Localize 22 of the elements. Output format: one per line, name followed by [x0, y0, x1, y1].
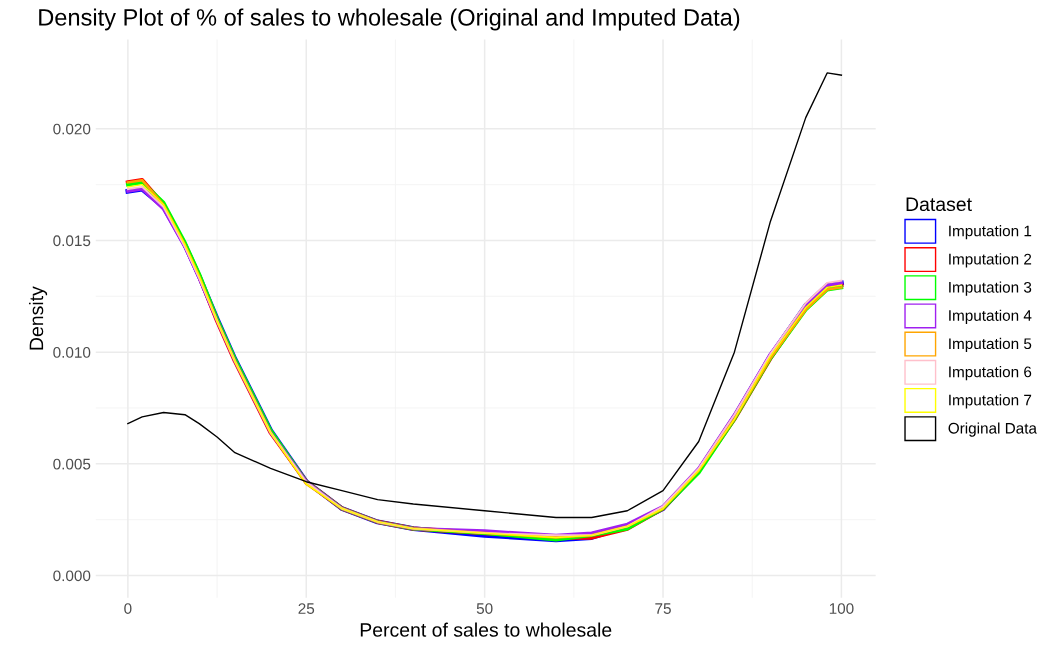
y-tick-label: 0.015 — [53, 235, 91, 247]
legend-label: Imputation 6 — [949, 366, 1032, 381]
legend-label: Imputation 1 — [949, 225, 1032, 240]
x-tick-label: 50 — [476, 603, 493, 614]
y-axis-title: Density — [28, 286, 48, 350]
chart-title: Density Plot of % of sales to wholesale (Original and Imputed Data) — [39, 8, 740, 31]
legend-label: Imputation 3 — [949, 281, 1032, 296]
y-tick-label: 0.000 — [53, 570, 91, 582]
x-axis-title: Percent of sales to wholesale — [360, 622, 612, 637]
legend-label: Original Data — [948, 422, 1037, 437]
y-tick-label: 0.005 — [53, 458, 91, 470]
x-tick-label: 25 — [298, 603, 315, 614]
y-tick-label: 0.010 — [53, 347, 91, 358]
x-tick-label: 100 — [829, 603, 854, 614]
y-tick-label: 0.020 — [53, 123, 91, 135]
legend-label: Imputation 2 — [949, 253, 1032, 268]
legend-title: Dataset — [906, 197, 972, 212]
legend-label: Imputation 5 — [949, 337, 1032, 353]
x-tick-label: 75 — [655, 603, 671, 614]
legend-label: Imputation 7 — [949, 394, 1032, 409]
legend-label: Imputation 4 — [949, 309, 1032, 324]
x-tick-label: 0 — [124, 603, 132, 614]
